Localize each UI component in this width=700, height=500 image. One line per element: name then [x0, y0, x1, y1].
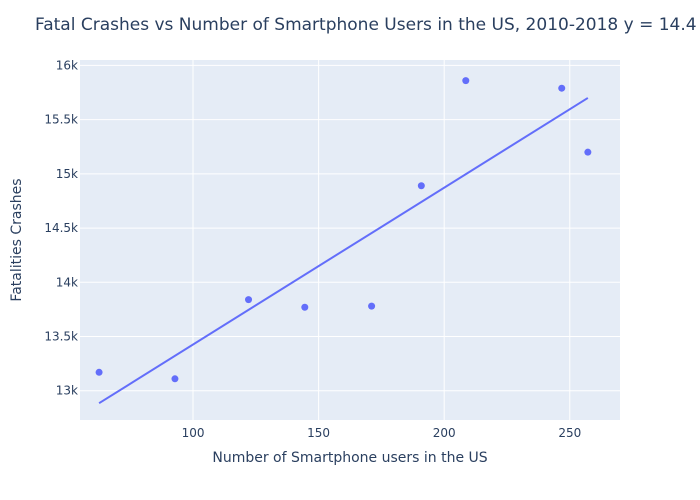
y-tick-label: 15k: [56, 167, 78, 181]
data-point: [171, 375, 179, 383]
y-axis-title: Fatalities Crashes: [9, 178, 25, 301]
y-tick-label: 13.5k: [44, 330, 78, 344]
x-tick-label: 200: [433, 426, 456, 440]
trend-line-group: [98, 97, 589, 405]
x-tick-label: 150: [307, 426, 330, 440]
data-point: [245, 296, 253, 304]
trend-line: [98, 97, 589, 405]
x-tick-label: 250: [558, 426, 581, 440]
data-point: [95, 368, 103, 376]
data-point: [417, 182, 425, 190]
x-axis-title: Number of Smartphone users in the US: [212, 450, 487, 466]
x-tick-label: 100: [182, 426, 205, 440]
data-points: [95, 77, 592, 383]
x-axis-ticks: 100 150 200 250: [182, 426, 582, 440]
y-tick-label: 14.5k: [44, 221, 78, 235]
data-point: [462, 77, 470, 85]
y-tick-label: 16k: [56, 58, 78, 72]
grid-lines: [80, 60, 620, 420]
y-tick-label: 15.5k: [44, 113, 78, 127]
data-point: [558, 84, 566, 92]
data-point: [368, 302, 376, 310]
data-point: [584, 148, 592, 156]
data-point: [301, 303, 309, 311]
chart-title: Fatal Crashes vs Number of Smartphone Us…: [35, 15, 697, 35]
y-axis-ticks: 13k 13.5k 14k 14.5k 15k 15.5k 16k: [44, 58, 78, 397]
y-tick-label: 14k: [56, 275, 78, 289]
plot-area: [80, 60, 620, 420]
y-tick-label: 13k: [56, 384, 78, 398]
